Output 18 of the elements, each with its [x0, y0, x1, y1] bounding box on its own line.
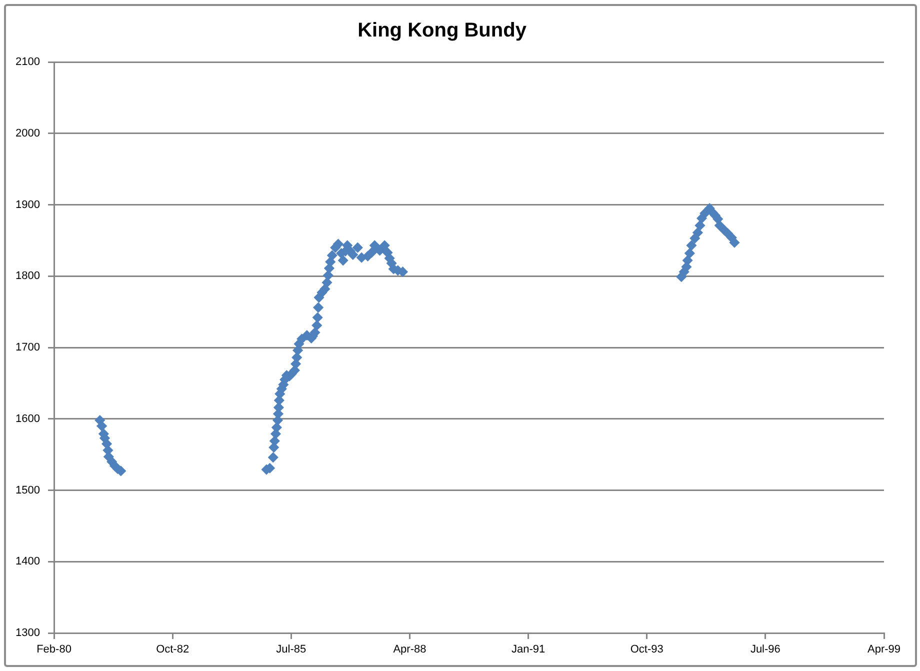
y-tick-label: 1300 — [16, 627, 40, 640]
x-tick-label: Jul-96 — [750, 644, 780, 656]
y-tick-label: 1700 — [16, 342, 40, 354]
x-tick-label: Apr-99 — [867, 644, 901, 656]
chart-title: King Kong Bundy — [358, 20, 528, 42]
y-tick-label: 1600 — [16, 412, 40, 425]
y-tick-label: 1500 — [16, 484, 40, 496]
y-tick-label: 1900 — [16, 198, 40, 211]
x-tick-label: Feb-80 — [36, 644, 72, 656]
y-tick-label: 1400 — [16, 556, 40, 568]
x-tick-label: Oct-93 — [630, 644, 664, 656]
x-tick-label: Apr-88 — [393, 644, 426, 656]
y-tick-label: 2000 — [16, 127, 40, 140]
x-tick-label: Oct-82 — [156, 644, 190, 656]
x-tick-label: Jan-91 — [511, 644, 546, 656]
x-tick-label: Jul-85 — [276, 644, 306, 656]
y-tick-label: 2100 — [16, 56, 40, 68]
y-tick-label: 1800 — [16, 270, 40, 282]
